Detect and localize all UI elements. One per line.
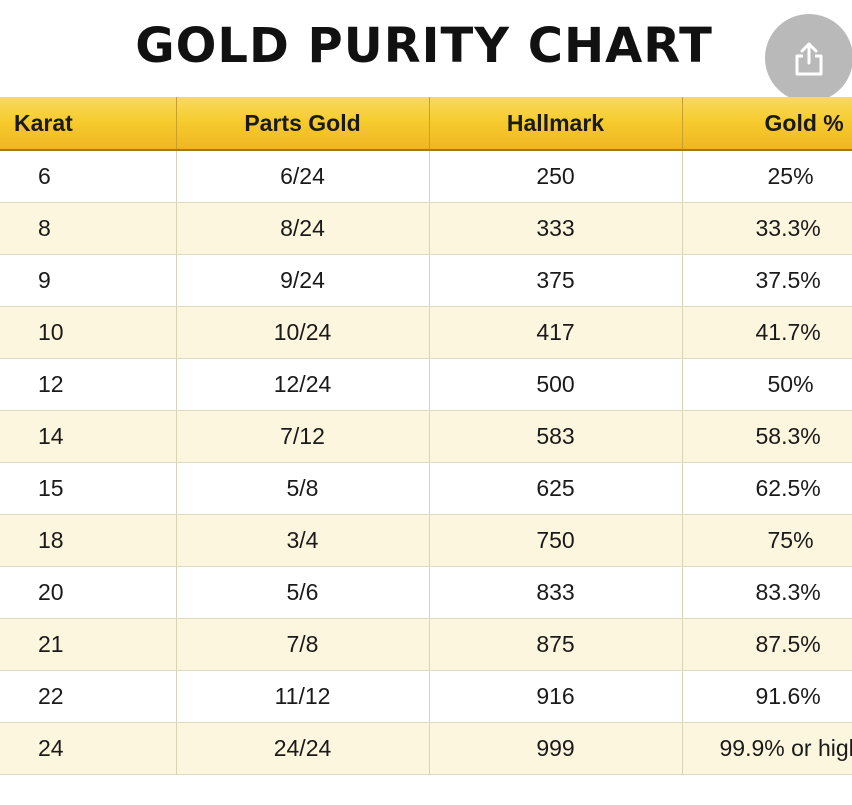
page-title: GOLD PURITY CHART <box>135 18 713 74</box>
cell-parts-gold: 11/12 <box>176 670 430 723</box>
table-row: 12 12/24 500 50% <box>0 358 852 411</box>
cell-karat: 8 <box>0 202 177 255</box>
cell-gold-percent: 62.5% <box>682 462 852 515</box>
cell-gold-percent: 87.5% <box>682 618 852 671</box>
cell-gold-percent: 75% <box>682 514 852 567</box>
cell-hallmark: 250 <box>429 150 683 203</box>
cell-gold-percent: 99.9% or higher <box>682 722 852 775</box>
header-parts-gold: Parts Gold <box>176 97 430 151</box>
cell-karat: 6 <box>0 150 177 203</box>
cell-parts-gold: 5/6 <box>176 566 430 619</box>
cell-parts-gold: 7/8 <box>176 618 430 671</box>
table-row: 15 5/8 625 62.5% <box>0 462 852 515</box>
cell-karat: 22 <box>0 670 177 723</box>
table-row: 22 11/12 916 91.6% <box>0 670 852 723</box>
table-row: 14 7/12 583 58.3% <box>0 410 852 463</box>
cell-parts-gold: 8/24 <box>176 202 430 255</box>
cell-parts-gold: 9/24 <box>176 254 430 307</box>
cell-hallmark: 625 <box>429 462 683 515</box>
cell-parts-gold: 3/4 <box>176 514 430 567</box>
table-row: 10 10/24 417 41.7% <box>0 306 852 359</box>
cell-karat: 10 <box>0 306 177 359</box>
cell-parts-gold: 12/24 <box>176 358 430 411</box>
cell-karat: 21 <box>0 618 177 671</box>
cell-parts-gold: 7/12 <box>176 410 430 463</box>
cell-gold-percent: 37.5% <box>682 254 852 307</box>
cell-hallmark: 999 <box>429 722 683 775</box>
cell-karat: 18 <box>0 514 177 567</box>
cell-karat: 14 <box>0 410 177 463</box>
cell-hallmark: 875 <box>429 618 683 671</box>
table-row: 6 6/24 250 25% <box>0 150 852 203</box>
table-row: 20 5/6 833 83.3% <box>0 566 852 619</box>
cell-gold-percent: 50% <box>682 358 852 411</box>
table-row: 8 8/24 333 33.3% <box>0 202 852 255</box>
table-row: 21 7/8 875 87.5% <box>0 618 852 671</box>
cell-parts-gold: 24/24 <box>176 722 430 775</box>
header-karat: Karat <box>0 97 177 151</box>
gold-purity-table: Karat Parts Gold Hallmark Gold % 6 6/24 25… <box>0 97 852 775</box>
cell-hallmark: 417 <box>429 306 683 359</box>
header-gold-percent: Gold % <box>682 97 852 151</box>
cell-gold-percent: 33.3% <box>682 202 852 255</box>
share-button[interactable] <box>765 14 852 102</box>
cell-gold-percent: 91.6% <box>682 670 852 723</box>
cell-gold-percent: 58.3% <box>682 410 852 463</box>
cell-hallmark: 916 <box>429 670 683 723</box>
cell-hallmark: 833 <box>429 566 683 619</box>
cell-karat: 24 <box>0 722 177 775</box>
cell-hallmark: 500 <box>429 358 683 411</box>
cell-hallmark: 375 <box>429 254 683 307</box>
cell-gold-percent: 25% <box>682 150 852 203</box>
cell-karat: 9 <box>0 254 177 307</box>
cell-hallmark: 750 <box>429 514 683 567</box>
cell-karat: 20 <box>0 566 177 619</box>
cell-parts-gold: 6/24 <box>176 150 430 203</box>
cell-parts-gold: 5/8 <box>176 462 430 515</box>
cell-gold-percent: 83.3% <box>682 566 852 619</box>
table-row: 18 3/4 750 75% <box>0 514 852 567</box>
table-header-row: Karat Parts Gold Hallmark Gold % <box>0 97 852 151</box>
share-icon <box>795 42 823 76</box>
cell-hallmark: 583 <box>429 410 683 463</box>
cell-karat: 12 <box>0 358 177 411</box>
cell-gold-percent: 41.7% <box>682 306 852 359</box>
cell-karat: 15 <box>0 462 177 515</box>
cell-hallmark: 333 <box>429 202 683 255</box>
header-hallmark: Hallmark <box>429 97 683 151</box>
cell-parts-gold: 10/24 <box>176 306 430 359</box>
table-body: 6 6/24 250 25% 8 8/24 333 33.3% 9 9/24 375 37.5% 10 1… <box>0 150 852 775</box>
table-row: 9 9/24 375 37.5% <box>0 254 852 307</box>
